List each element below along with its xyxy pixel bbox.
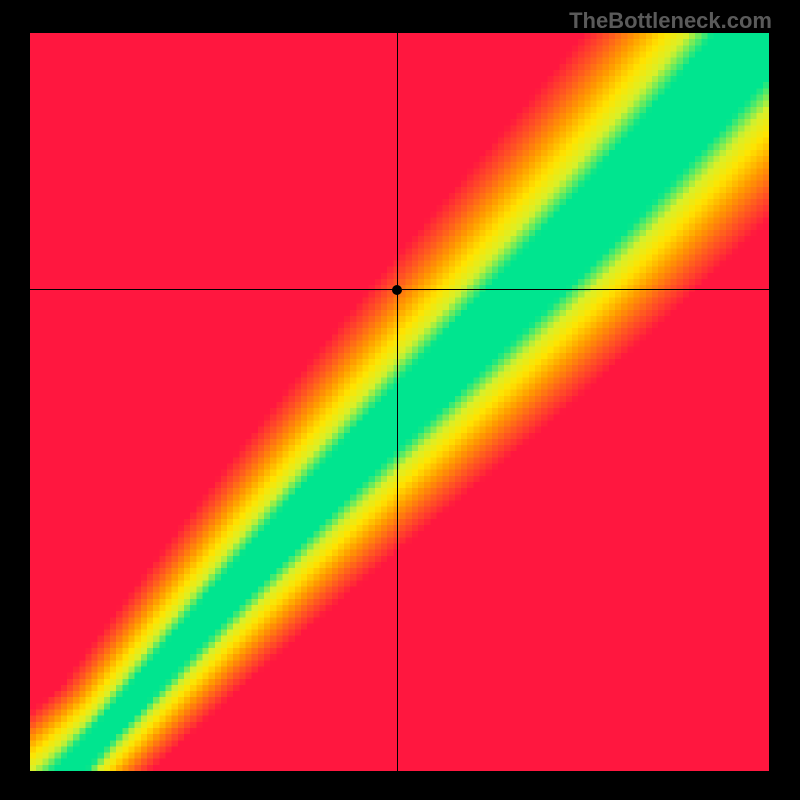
chart-container: TheBottleneck.com: [0, 0, 800, 800]
bottleneck-heatmap: [30, 33, 769, 771]
crosshair-vertical: [397, 33, 398, 771]
watermark-text: TheBottleneck.com: [569, 8, 772, 34]
